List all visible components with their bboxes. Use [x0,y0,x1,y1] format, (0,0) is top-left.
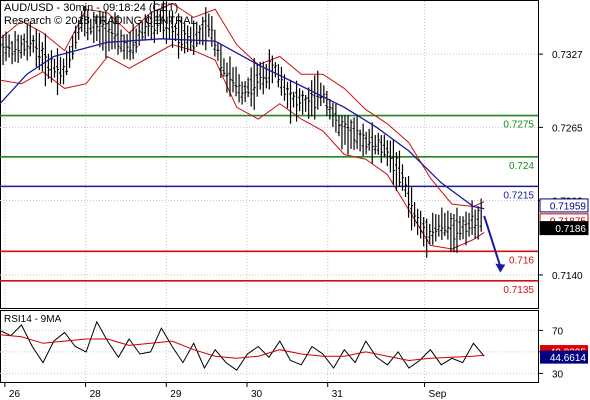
rsi-title: RSI14 - 9MA [4,314,62,325]
price-tag-box [539,198,589,213]
time-axis: 26 28 29 30 31 Sep [4,382,447,400]
bollinger-upper-line [0,2,485,208]
rsi-tag-label: 44.6614 [550,353,587,364]
rsi-series-line [0,320,485,371]
rsi-series-line [0,334,485,362]
rsi-panel-frame [0,310,539,383]
chart-title: AUD/USD - 30min - 09:18:24 (CET) [4,2,178,14]
forecast-arrow-head [495,263,506,273]
x-tick-label: 28 [90,389,102,400]
price-tag-label: 0.71959 [550,201,587,212]
rsi-tag-box [540,350,588,364]
price-tag-label: 0.7186 [555,224,586,235]
level-label: 0.7135 [503,285,534,296]
chart-subtitle: Research © 2018 TRADING CENTRAL [4,15,197,27]
rsi-value-tags: 49.839544.6614 [540,345,588,364]
rsi-y-tick-label: 30 [552,369,564,380]
y-tick-label: 0.7140 [552,271,583,282]
rsi-lines [0,320,485,371]
price-tag-box [539,221,589,236]
x-tick-label: Sep [429,389,447,400]
forecast-arrow-shaft [483,215,502,267]
level-label: 0.7215 [503,190,534,201]
bollinger-lower-line [0,44,485,250]
ma-line [0,38,485,210]
main-panel-frame [0,0,539,309]
x-tick-label: 30 [251,389,263,400]
main-grid [0,1,538,308]
x-tick-label: 26 [9,389,21,400]
bollinger-bands [0,2,485,250]
y-tick-label: 0.7327 [552,50,583,61]
x-tick-label: 31 [332,389,344,400]
rsi-y-tick-label: 70 [552,326,564,337]
support-resistance-levels: 0.7275 0.724 0.7215 0.716 0.7135 [0,114,538,296]
y-tick-label: 0.7265 [552,123,583,134]
rsi-grid [0,311,538,382]
x-tick-label: 29 [170,389,182,400]
forecast-arrow [483,215,506,273]
level-label: 0.716 [509,255,534,266]
price-candles [0,0,483,258]
moving-average [0,38,485,210]
level-label: 0.724 [509,161,534,172]
level-label: 0.7275 [503,120,534,131]
